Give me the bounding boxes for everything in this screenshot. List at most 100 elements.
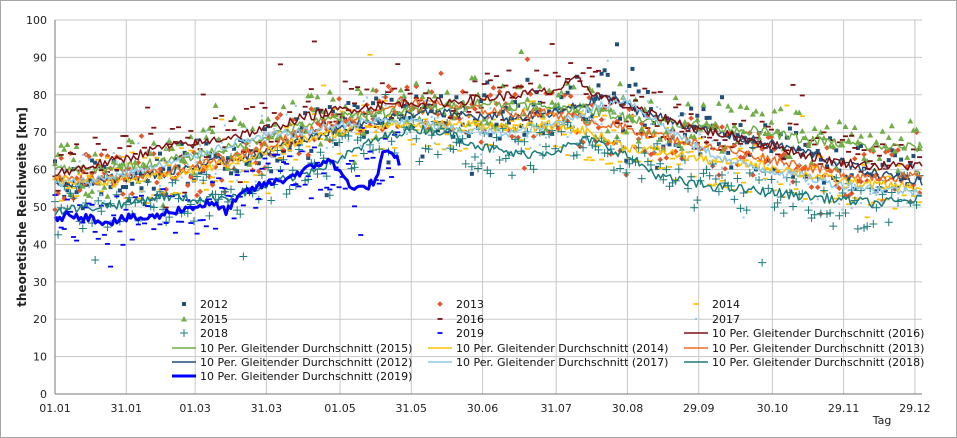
scatter-point — [568, 62, 574, 64]
scatter-point — [819, 165, 822, 168]
scatter-point — [281, 161, 287, 164]
scatter-point — [602, 104, 608, 107]
scatter-point — [421, 146, 424, 149]
scatter-point — [367, 53, 373, 56]
scatter-point — [326, 88, 333, 95]
scatter-point — [333, 120, 339, 123]
scatter-point — [237, 195, 243, 198]
scatter-point — [700, 124, 707, 130]
scatter-point — [385, 167, 391, 170]
scatter-point — [843, 186, 849, 189]
scatter-point — [741, 181, 747, 184]
scatter-point — [580, 72, 586, 75]
scatter-point — [839, 142, 846, 148]
scatter-point — [236, 179, 239, 182]
scatter-point — [512, 124, 518, 126]
scatter-point — [414, 94, 419, 99]
scatter-point — [676, 103, 682, 106]
scatter-point — [269, 169, 274, 174]
scatter-point — [881, 200, 884, 203]
scatter-point — [549, 99, 556, 105]
scatter-point — [108, 265, 114, 268]
scatter-point — [833, 197, 839, 200]
scatter-point — [202, 170, 211, 179]
scatter-point — [177, 168, 180, 171]
scatter-point — [522, 132, 527, 137]
scatter-point — [61, 195, 68, 202]
scatter-point — [203, 164, 210, 170]
scatter-point — [642, 87, 648, 90]
scatter-point — [858, 143, 863, 148]
scatter-point — [61, 146, 68, 152]
scatter-point — [415, 157, 424, 166]
scatter-point — [814, 184, 821, 191]
scatter-point — [132, 152, 138, 155]
scatter-point — [620, 132, 626, 135]
scatter-point — [687, 172, 696, 181]
scatter-point — [861, 151, 867, 158]
scatter-point — [234, 174, 240, 176]
scatter-point — [852, 146, 858, 149]
scatter-point — [98, 169, 104, 172]
scatter-point — [775, 153, 781, 156]
scatter-point — [392, 87, 398, 90]
scatter-point — [387, 137, 396, 146]
x-tick-label: 30.08 — [612, 402, 644, 415]
scatter-point — [585, 125, 588, 128]
scatter-point — [691, 133, 698, 140]
scatter-point — [355, 86, 361, 89]
scatter-point — [209, 125, 215, 128]
scatter-point — [549, 43, 555, 45]
scatter-point — [485, 80, 490, 85]
scatter-point — [188, 222, 194, 224]
scatter-point — [274, 115, 281, 121]
legend-swatch — [180, 329, 188, 337]
scatter-point — [213, 180, 219, 182]
scatter-point — [756, 145, 762, 148]
scatter-point — [135, 223, 141, 226]
scatter-point — [86, 153, 92, 160]
scatter-point — [179, 220, 185, 223]
scatter-point — [901, 194, 907, 197]
scatter-point — [736, 154, 739, 157]
scatter-point — [917, 156, 923, 159]
scatter-point — [98, 152, 105, 158]
scatter-point — [524, 96, 531, 102]
scatter-point — [482, 93, 487, 98]
scatter-point — [450, 114, 457, 121]
scatter-point — [582, 109, 585, 112]
scatter-point — [541, 109, 544, 112]
scatter-point — [101, 184, 108, 190]
scatter-point — [447, 116, 453, 119]
scatter-point — [381, 90, 390, 99]
scatter-point — [322, 172, 331, 181]
scatter-point — [572, 150, 581, 159]
scatter-point — [679, 130, 685, 133]
scatter-point — [262, 106, 268, 109]
scatter-point — [719, 124, 725, 130]
scatter-point — [784, 104, 790, 107]
scatter-point — [375, 145, 384, 154]
scatter-point — [273, 127, 276, 130]
scatter-point — [117, 188, 122, 193]
scatter-point — [495, 155, 504, 164]
scatter-point — [165, 213, 174, 222]
scatter-point — [65, 188, 70, 193]
scatter-point — [617, 80, 624, 87]
scatter-point — [895, 164, 901, 167]
scatter-point — [589, 75, 595, 78]
scatter-point — [290, 123, 296, 126]
x-tick-label: 30.06 — [467, 402, 499, 415]
x-tick-label: 01.01 — [39, 402, 71, 415]
scatter-point — [228, 120, 234, 123]
scatter-point — [299, 150, 305, 153]
scatter-point — [245, 127, 248, 130]
scatter-point — [200, 126, 207, 133]
scatter-point — [486, 117, 489, 120]
scatter-point — [173, 157, 178, 162]
scatter-point — [97, 207, 106, 216]
scatter-point — [528, 82, 534, 85]
scatter-point — [189, 172, 192, 175]
scatter-point — [700, 101, 707, 108]
scatter-point — [512, 91, 518, 98]
